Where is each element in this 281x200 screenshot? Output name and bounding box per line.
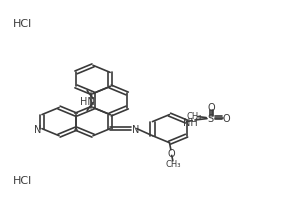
Text: NH: NH (183, 117, 198, 127)
Text: O: O (168, 148, 176, 158)
Text: HCl: HCl (13, 175, 32, 185)
Text: HCl: HCl (13, 19, 32, 29)
Text: N: N (34, 124, 42, 134)
Text: N: N (132, 124, 139, 134)
Text: S: S (207, 113, 214, 123)
Text: CH₃: CH₃ (186, 112, 202, 120)
Text: HN: HN (80, 96, 95, 106)
Text: CH₃: CH₃ (166, 160, 182, 168)
Text: O: O (222, 113, 230, 123)
Text: O: O (208, 102, 216, 112)
